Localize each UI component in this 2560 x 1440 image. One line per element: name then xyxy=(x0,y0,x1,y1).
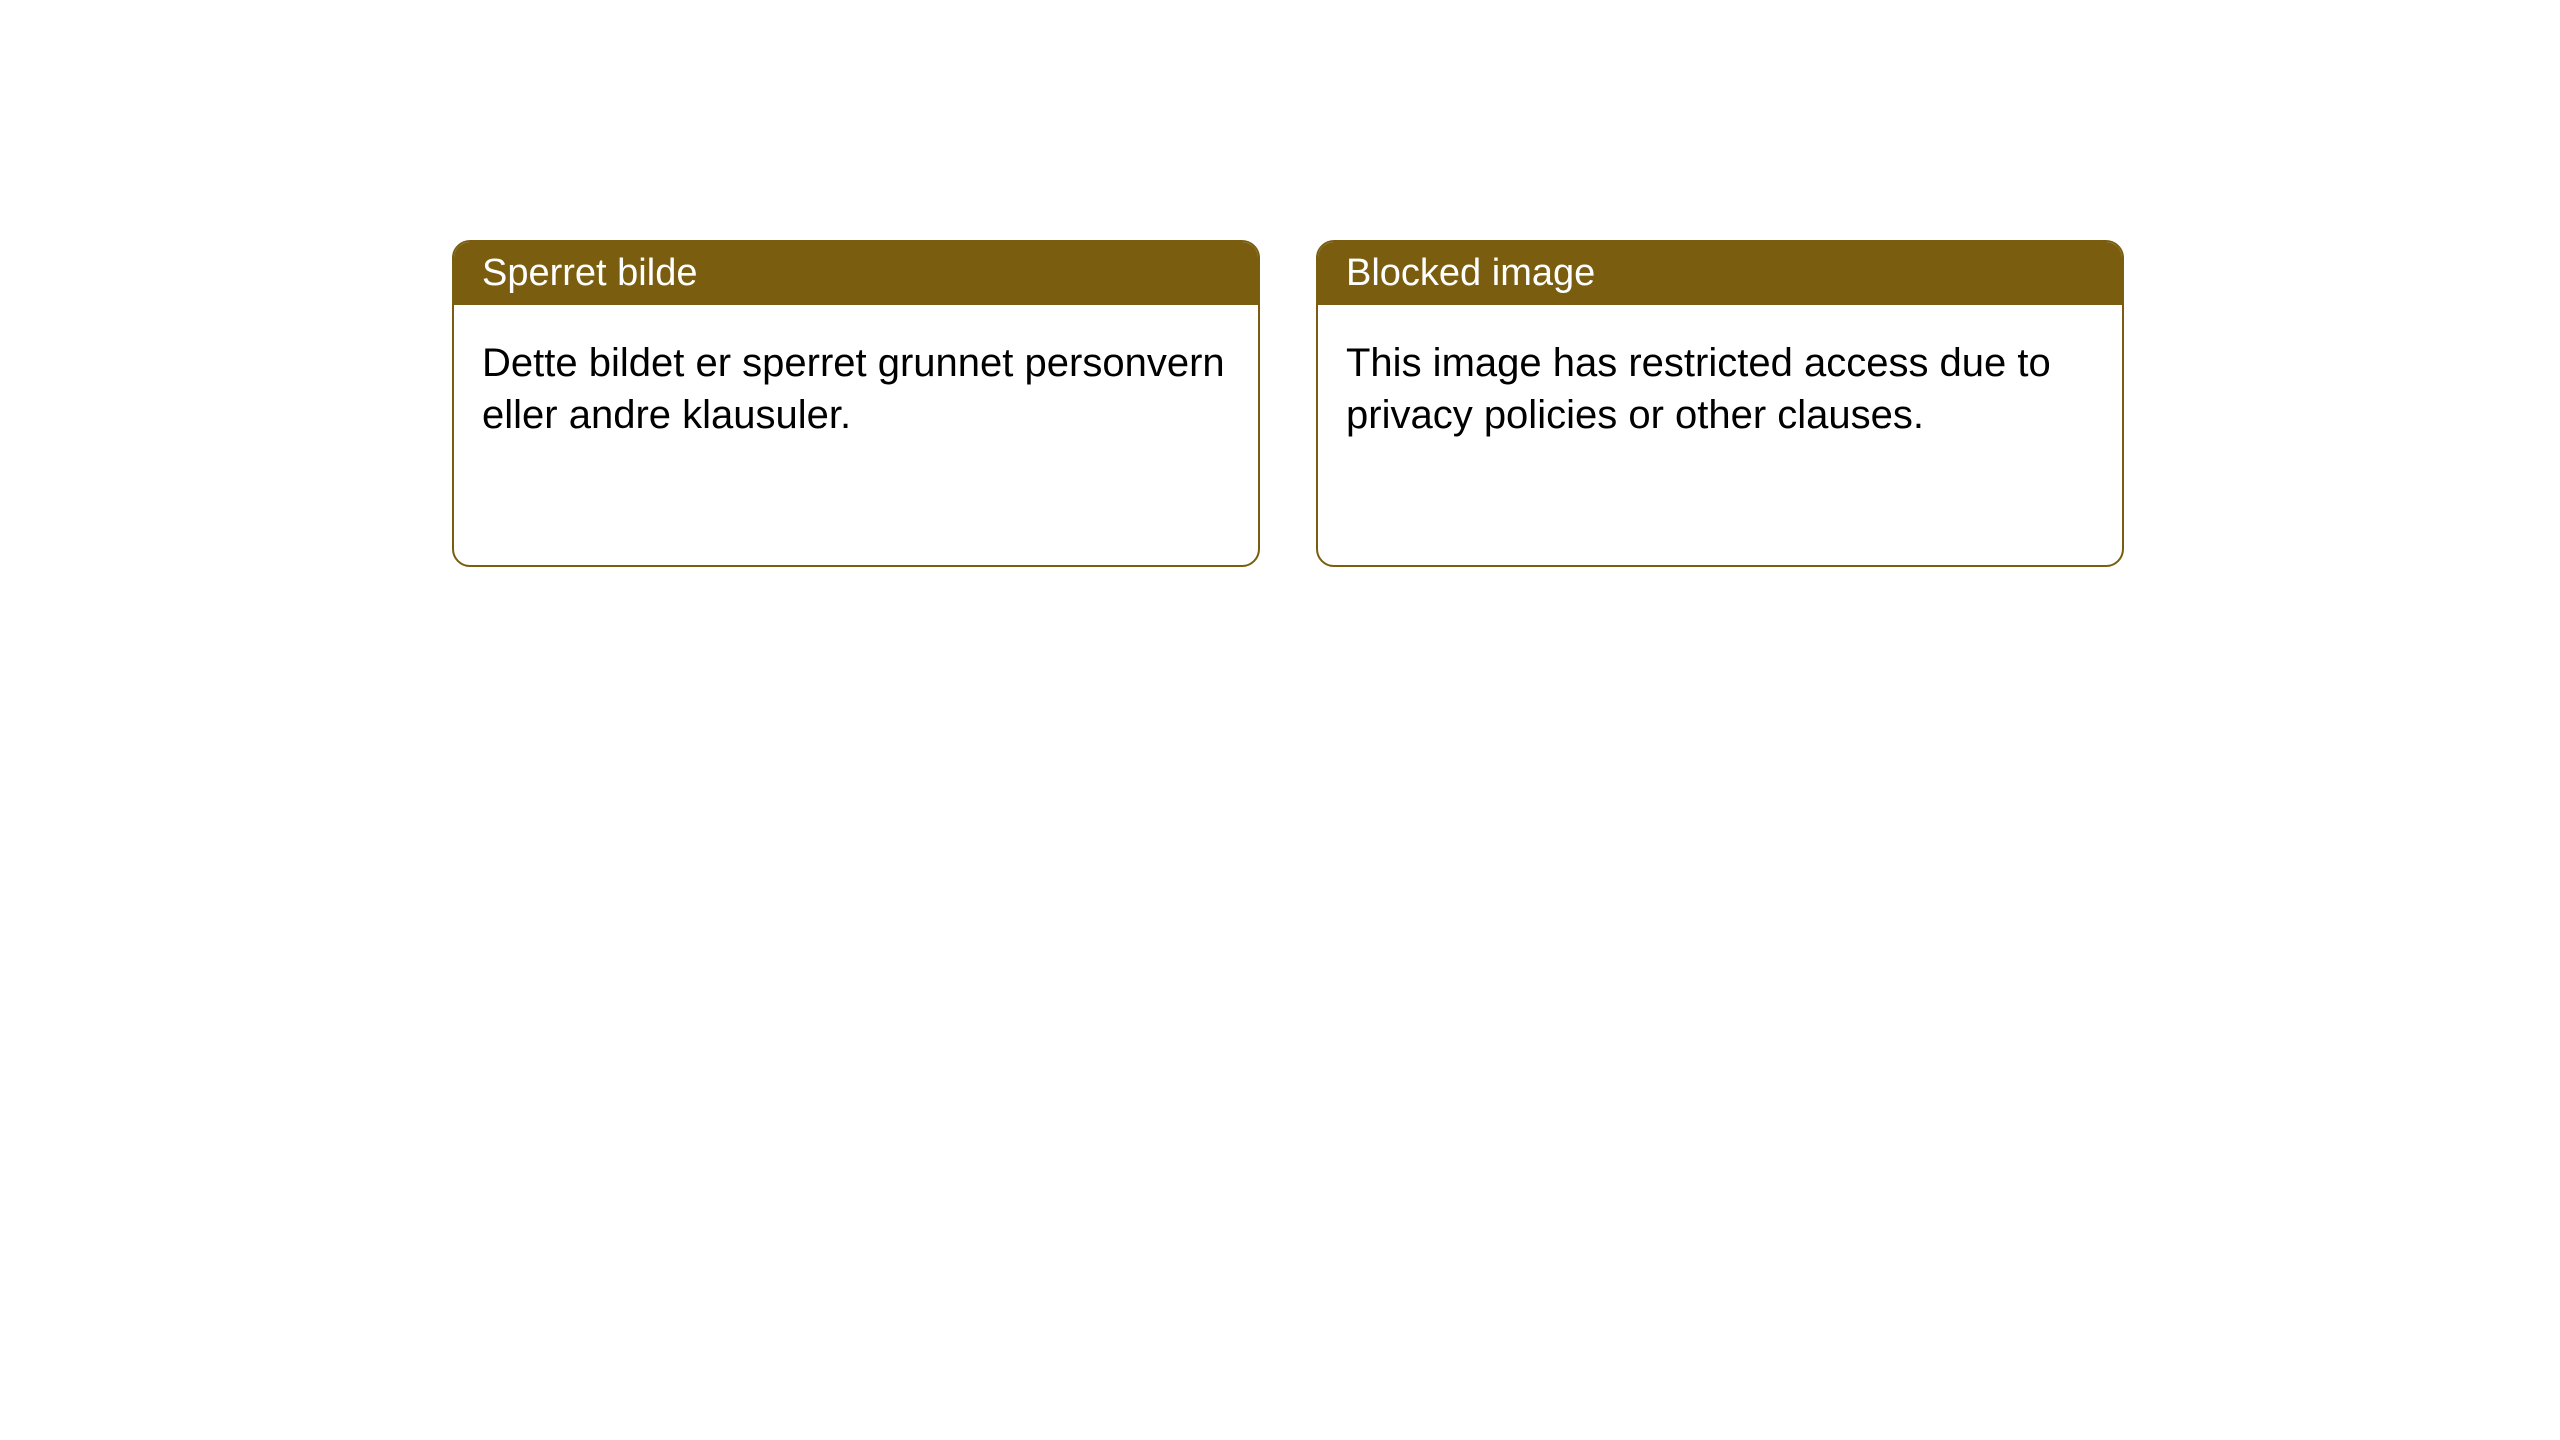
blocked-image-notices: Sperret bilde Dette bildet er sperret gr… xyxy=(452,240,2124,567)
card-body-no: Dette bildet er sperret grunnet personve… xyxy=(454,305,1258,565)
card-header-no: Sperret bilde xyxy=(454,242,1258,305)
card-header-en: Blocked image xyxy=(1318,242,2122,305)
blocked-image-card-no: Sperret bilde Dette bildet er sperret gr… xyxy=(452,240,1260,567)
card-body-en: This image has restricted access due to … xyxy=(1318,305,2122,565)
card-body-text-no: Dette bildet er sperret grunnet personve… xyxy=(482,337,1230,441)
blocked-image-card-en: Blocked image This image has restricted … xyxy=(1316,240,2124,567)
card-body-text-en: This image has restricted access due to … xyxy=(1346,337,2094,441)
